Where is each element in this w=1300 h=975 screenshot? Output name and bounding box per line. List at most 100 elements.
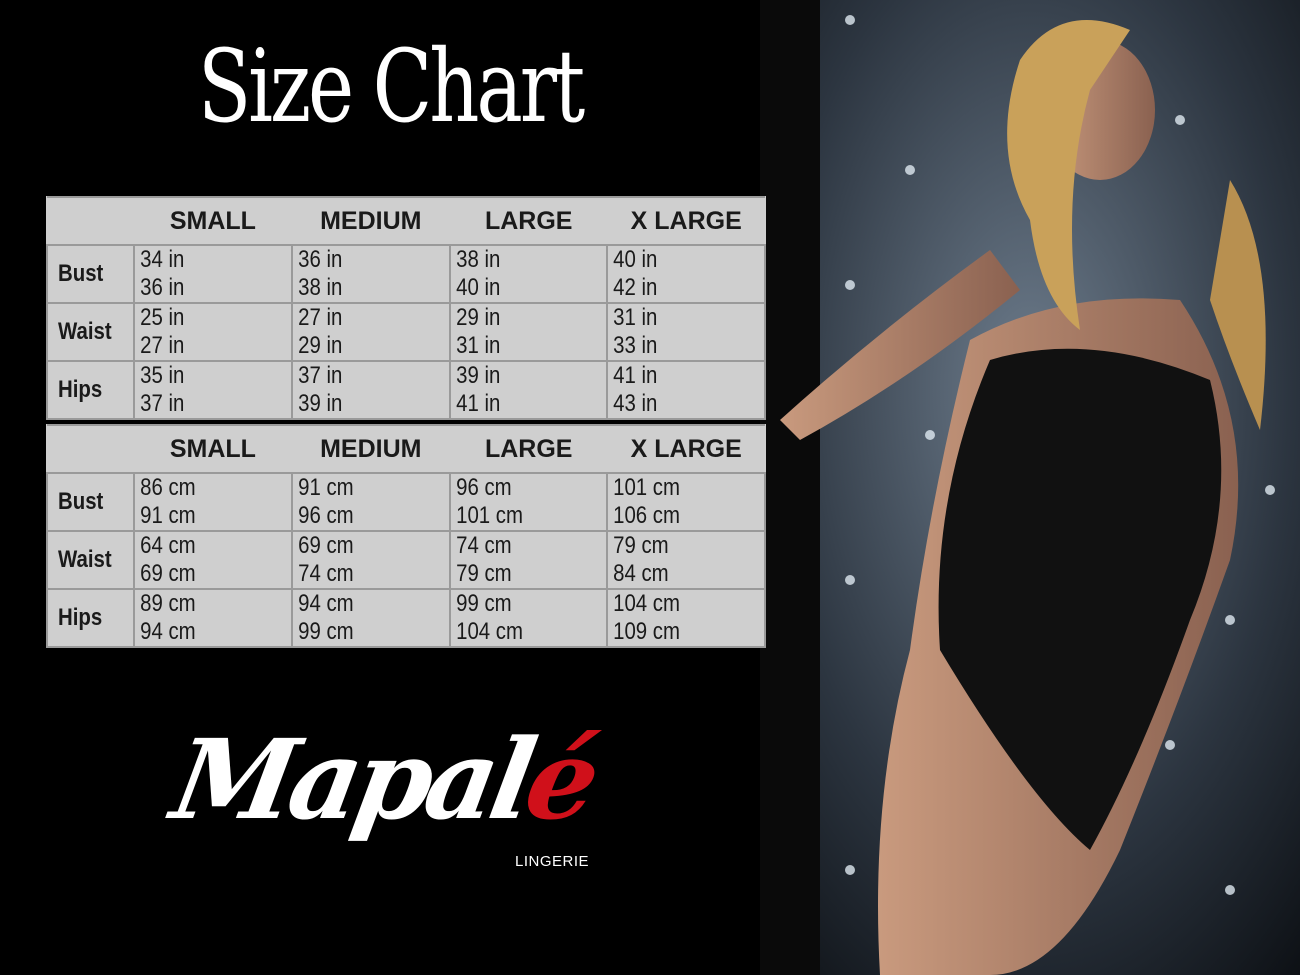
measurement-label: Waist <box>45 530 136 590</box>
max-value: 74 cm <box>297 560 354 587</box>
measurement-label: Hips <box>45 360 136 420</box>
size-table-cm: SMALL MEDIUM LARGE X LARGE Bust 86 cm91 c… <box>45 424 766 648</box>
min-value: 64 cm <box>140 532 196 559</box>
max-value: 84 cm <box>613 560 670 587</box>
measurement-label-text: Bust <box>58 260 104 287</box>
min-value: 27 in <box>297 304 342 331</box>
measurement-label-text: Hips <box>58 376 103 403</box>
min-value: 35 in <box>140 362 185 389</box>
measurement-label: Bust <box>45 244 136 304</box>
size-range-cell: 79 cm84 cm <box>606 530 766 590</box>
max-value: 79 cm <box>456 560 512 587</box>
size-range-cell: 27 in29 in <box>290 302 451 362</box>
min-value: 96 cm <box>456 474 512 501</box>
max-value: 69 cm <box>140 560 196 587</box>
max-value: 104 cm <box>456 618 523 645</box>
min-value: 94 cm <box>297 590 354 617</box>
max-value: 41 in <box>456 390 501 417</box>
size-range-cell: 74 cm79 cm <box>448 530 609 590</box>
min-value: 31 in <box>613 304 658 331</box>
brand-logo: Mapalé LINGERIE <box>164 715 625 885</box>
max-value: 109 cm <box>613 618 681 645</box>
min-value: 89 cm <box>140 590 196 617</box>
min-value: 36 in <box>297 246 342 273</box>
size-header: SMALL <box>134 424 292 474</box>
size-range-cell: 38 in40 in <box>448 244 609 304</box>
size-range-cell: 41 in43 in <box>606 360 766 420</box>
size-range-cell: 39 in41 in <box>448 360 609 420</box>
size-range-cell: 89 cm94 cm <box>133 588 293 648</box>
max-value: 96 cm <box>297 502 354 529</box>
table-row: Bust 86 cm91 cm 91 cm96 cm 96 cm101 cm 101 c… <box>45 472 766 532</box>
max-value: 94 cm <box>140 618 196 645</box>
size-range-cell: 64 cm69 cm <box>133 530 293 590</box>
max-value: 38 in <box>297 274 342 301</box>
min-value: 86 cm <box>140 474 196 501</box>
size-range-cell: 40 in42 in <box>606 244 766 304</box>
size-range-cell: 35 in37 in <box>133 360 293 420</box>
table-header-row: SMALL MEDIUM LARGE X LARGE <box>47 424 765 474</box>
size-header: LARGE <box>449 424 608 474</box>
max-value: 40 in <box>456 274 501 301</box>
size-range-cell: 86 cm91 cm <box>133 472 293 532</box>
size-header: MEDIUM <box>291 196 450 246</box>
max-value: 27 in <box>140 332 185 359</box>
measurement-label-text: Waist <box>58 546 112 573</box>
size-range-cell: 91 cm96 cm <box>290 472 451 532</box>
size-header: LARGE <box>449 196 608 246</box>
max-value: 106 cm <box>613 502 681 529</box>
max-value: 91 cm <box>140 502 196 529</box>
size-range-cell: 37 in39 in <box>290 360 451 420</box>
table-row: Hips 89 cm94 cm 94 cm99 cm 99 cm104 cm 104 c… <box>45 588 766 648</box>
max-value: 31 in <box>456 332 501 359</box>
min-value: 91 cm <box>297 474 354 501</box>
size-range-cell: 101 cm106 cm <box>606 472 766 532</box>
page-title: Size Chart <box>197 28 585 145</box>
measurement-label-text: Waist <box>58 318 112 345</box>
size-header: SMALL <box>134 196 292 246</box>
size-range-cell: 31 in33 in <box>606 302 766 362</box>
size-range-cell: 94 cm99 cm <box>290 588 451 648</box>
max-value: 39 in <box>297 390 342 417</box>
measurement-label: Waist <box>45 302 136 362</box>
min-value: 99 cm <box>456 590 512 617</box>
max-value: 37 in <box>140 390 185 417</box>
table-row: Waist 64 cm69 cm 69 cm74 cm 74 cm79 cm 79 cm… <box>45 530 766 590</box>
size-range-cell: 36 in38 in <box>290 244 451 304</box>
min-value: 29 in <box>456 304 501 331</box>
table-row: Hips 35 in37 in 37 in39 in 39 in41 in 41 in4… <box>45 360 766 420</box>
model-photo <box>760 0 1300 975</box>
size-range-cell: 69 cm74 cm <box>290 530 451 590</box>
min-value: 34 in <box>140 246 185 273</box>
table-header-row: SMALL MEDIUM LARGE X LARGE <box>47 196 765 246</box>
size-header: X LARGE <box>607 424 765 474</box>
max-value: 33 in <box>613 332 658 359</box>
max-value: 43 in <box>613 390 658 417</box>
measurement-label: Bust <box>45 472 136 532</box>
min-value: 40 in <box>613 246 658 273</box>
min-value: 101 cm <box>613 474 681 501</box>
brand-tagline: LINGERIE <box>515 853 590 870</box>
max-value: 99 cm <box>297 618 354 645</box>
min-value: 38 in <box>456 246 501 273</box>
size-range-cell: 104 cm109 cm <box>606 588 766 648</box>
size-header: X LARGE <box>607 196 765 246</box>
max-value: 42 in <box>613 274 658 301</box>
brand-logo-wordmark: Mapalé <box>163 715 604 844</box>
min-value: 79 cm <box>613 532 670 559</box>
measurement-label: Hips <box>45 588 136 648</box>
size-range-cell: 29 in31 in <box>448 302 609 362</box>
table-row: Bust 34 in36 in 36 in38 in 38 in40 in 40 in4… <box>45 244 766 304</box>
measurement-label-text: Hips <box>58 604 103 631</box>
table-row: Waist 25 in27 in 27 in29 in 29 in31 in 31 in… <box>45 302 766 362</box>
min-value: 41 in <box>613 362 658 389</box>
min-value: 37 in <box>297 362 342 389</box>
size-range-cell: 25 in27 in <box>133 302 293 362</box>
min-value: 69 cm <box>297 532 354 559</box>
size-range-cell: 99 cm104 cm <box>448 588 609 648</box>
max-value: 36 in <box>140 274 185 301</box>
size-table-inches: SMALL MEDIUM LARGE X LARGE Bust 34 in36 i… <box>45 196 766 420</box>
size-range-cell: 96 cm101 cm <box>448 472 609 532</box>
min-value: 39 in <box>456 362 501 389</box>
max-value: 101 cm <box>456 502 523 529</box>
